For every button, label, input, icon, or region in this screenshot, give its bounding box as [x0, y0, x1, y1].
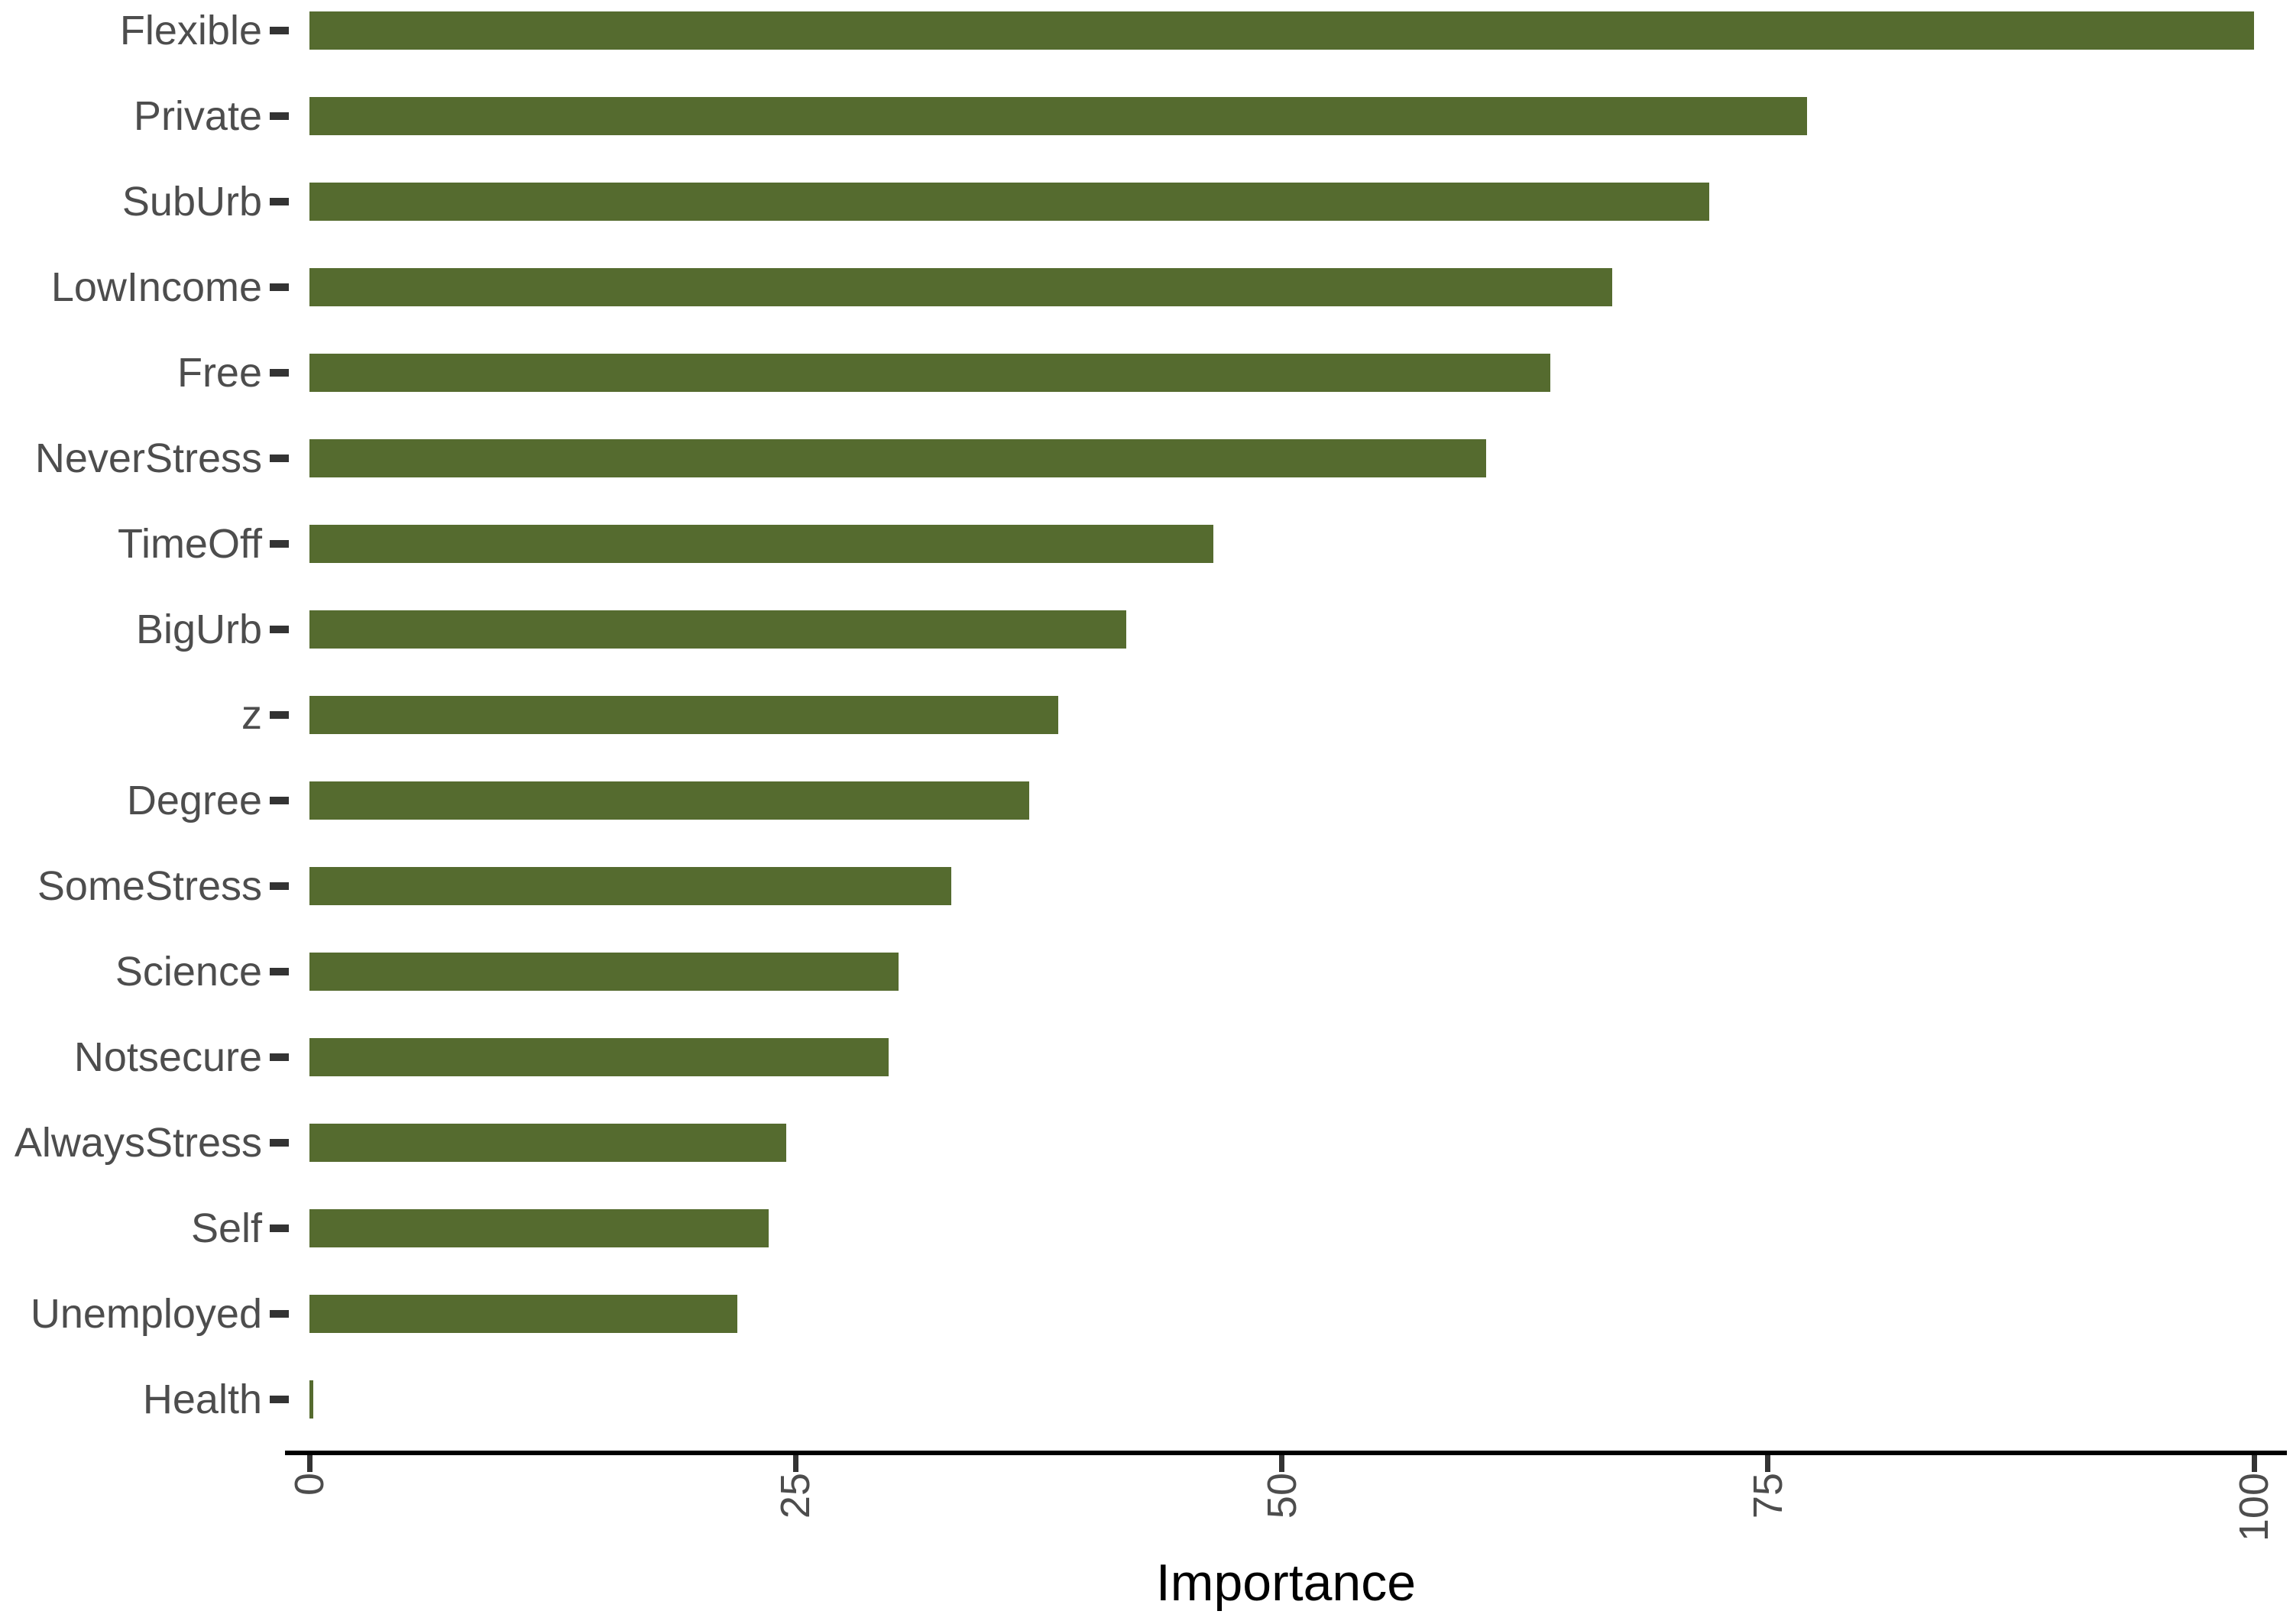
y-tick-z — [270, 711, 289, 719]
category-label-free: Free — [177, 350, 262, 396]
x-axis-title: Importance — [1155, 1554, 1417, 1612]
x-tick-label-50: 50 — [1258, 1473, 1305, 1519]
x-tick-label-0: 0 — [287, 1473, 332, 1496]
y-tick-flexible — [270, 27, 289, 34]
category-label-unemployed: Unemployed — [30, 1291, 262, 1337]
bar-timeoff — [309, 525, 1214, 563]
bar-science — [309, 953, 899, 991]
category-label-private: Private — [133, 93, 262, 139]
x-tick-label-75: 75 — [1744, 1473, 1791, 1519]
bar-free — [309, 354, 1550, 392]
y-tick-timeoff — [270, 540, 289, 548]
x-tick-25 — [792, 1455, 798, 1472]
x-tick-100 — [2251, 1455, 2257, 1472]
y-tick-science — [270, 968, 289, 975]
category-label-lowincome: LowIncome — [50, 264, 262, 310]
y-tick-health — [270, 1396, 289, 1403]
y-tick-degree — [270, 797, 289, 804]
category-label-alwaysstress: AlwaysStress — [14, 1120, 262, 1166]
y-tick-somestress — [270, 882, 289, 890]
y-tick-notsecure — [270, 1053, 289, 1061]
x-axis-line — [285, 1451, 2287, 1455]
x-tick-label-100: 100 — [2231, 1473, 2277, 1542]
category-label-bigurb: BigUrb — [135, 607, 262, 652]
bar-private — [309, 97, 1807, 135]
y-tick-private — [270, 112, 289, 120]
x-tick-50 — [1279, 1455, 1284, 1472]
bar-degree — [309, 781, 1029, 820]
x-tick-75 — [1765, 1455, 1771, 1472]
category-label-degree: Degree — [126, 778, 262, 823]
category-label-self: Self — [190, 1205, 262, 1251]
bar-lowincome — [309, 268, 1613, 306]
x-tick-0 — [306, 1455, 313, 1472]
category-label-health: Health — [142, 1377, 262, 1422]
category-label-science: Science — [115, 949, 262, 995]
bar-suburb — [309, 183, 1710, 221]
bar-alwaysstress — [309, 1124, 786, 1162]
bar-notsecure — [309, 1038, 889, 1076]
category-label-suburb: SubUrb — [121, 179, 262, 225]
y-tick-free — [270, 369, 289, 377]
y-tick-self — [270, 1224, 289, 1232]
bar-health — [309, 1380, 314, 1419]
y-tick-unemployed — [270, 1310, 289, 1318]
category-label-somestress: SomeStress — [37, 863, 262, 909]
category-label-flexible: Flexible — [119, 8, 262, 53]
bar-flexible — [309, 11, 2254, 50]
bar-z — [309, 696, 1058, 734]
bar-somestress — [309, 867, 951, 905]
bar-neverstress — [309, 439, 1486, 477]
bar-unemployed — [309, 1295, 737, 1333]
category-label-notsecure: Notsecure — [73, 1034, 262, 1080]
y-tick-bigurb — [270, 626, 289, 633]
y-tick-lowincome — [270, 283, 289, 291]
bar-bigurb — [309, 610, 1126, 649]
category-label-z: z — [241, 692, 262, 738]
category-label-neverstress: NeverStress — [34, 435, 262, 481]
category-label-timeoff: TimeOff — [117, 521, 262, 567]
x-tick-label-25: 25 — [772, 1473, 819, 1519]
y-tick-neverstress — [270, 455, 289, 462]
y-tick-alwaysstress — [270, 1139, 289, 1147]
y-tick-suburb — [270, 198, 289, 205]
bar-self — [309, 1209, 769, 1247]
